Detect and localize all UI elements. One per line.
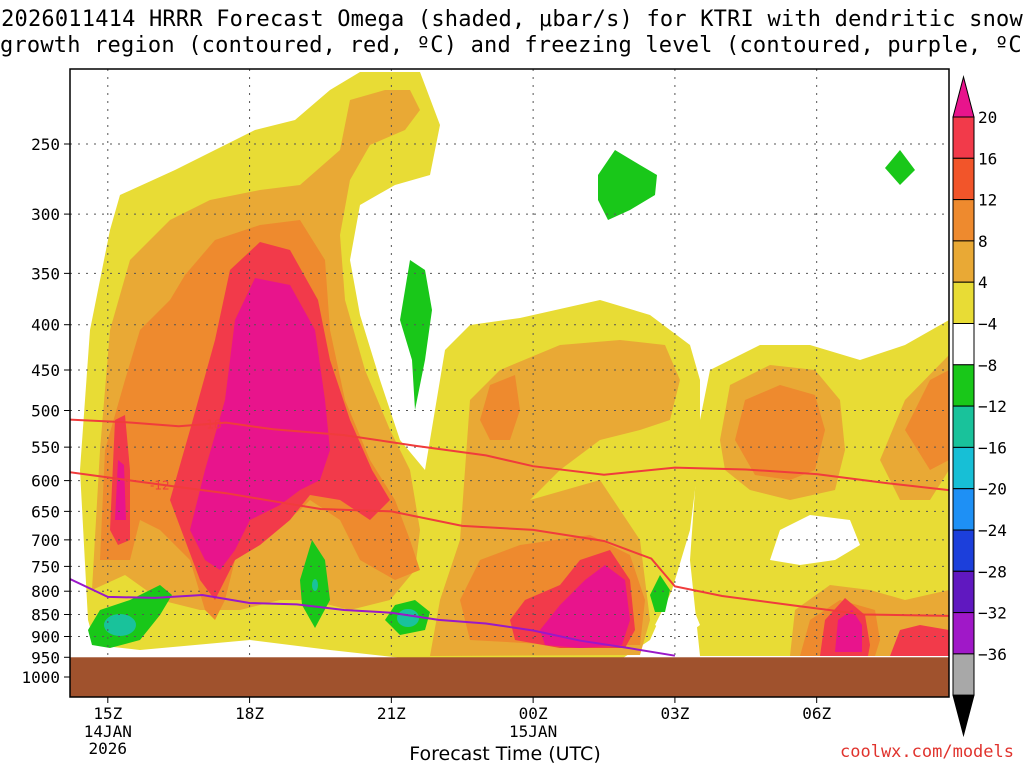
colorbar-label: −32 — [978, 604, 1007, 623]
colorbar-segment — [952, 488, 975, 531]
colorbar-bottom-arrow — [952, 694, 975, 738]
y-tick-label: 650 — [31, 502, 60, 521]
colorbar-segment — [952, 653, 975, 696]
isotherm-label: -12 — [150, 478, 170, 492]
colorbar-segment — [952, 240, 975, 283]
omega-shading — [80, 72, 949, 660]
ground-below-surface — [70, 657, 949, 697]
omega-region-orange-east — [735, 370, 949, 656]
omega-region-magenta-center — [540, 565, 630, 648]
colorbar-label: −28 — [978, 562, 1007, 581]
omega-region-teal-1 — [104, 614, 136, 636]
plot-frame — [69, 68, 950, 698]
credit-text: coolwx.com/models — [840, 742, 1014, 762]
x-tick-date-label: 15JAN — [509, 722, 557, 741]
y-axis: 250 300 350 400 450 500 550 600 650 700 750 800 850 9… — [21, 135, 70, 687]
x-tick-label: 03Z — [660, 704, 689, 723]
colorbar-segment — [952, 199, 975, 242]
chart-title-line-2: growth region (contoured, red, ºC) and f… — [0, 33, 1024, 58]
omega-region-green-1 — [400, 260, 432, 410]
y-tick-label: 600 — [31, 472, 60, 491]
colorbar-label: 4 — [978, 273, 988, 292]
colorbar-label: −4 — [978, 315, 997, 334]
y-tick-label: 550 — [31, 438, 60, 457]
colorbar-label: 8 — [978, 232, 988, 251]
omega-region-magenta-east — [835, 610, 862, 652]
freezing-level-line — [70, 578, 676, 657]
isotherm-line — [70, 418, 949, 492]
colorbar-segment — [952, 281, 975, 325]
y-tick-label: 1000 — [21, 668, 60, 687]
colorbar-label: −8 — [978, 356, 997, 375]
colorbar-segment — [952, 157, 975, 201]
y-tick-label: 900 — [31, 627, 60, 646]
colorbar-segment — [952, 116, 975, 159]
colorbar-segment — [952, 364, 975, 407]
omega-region-magenta-west — [115, 278, 330, 570]
omega-region-green-7 — [650, 575, 670, 612]
colorbar-label: −16 — [978, 438, 1007, 457]
x-tick-label: 18Z — [235, 704, 264, 723]
y-tick-label: 300 — [31, 205, 60, 224]
y-tick-label: 250 — [31, 135, 60, 154]
colorbar-top-arrow — [952, 75, 975, 118]
x-tick-label: 21Z — [377, 704, 406, 723]
y-tick-label: 400 — [31, 316, 60, 335]
isotherm-line — [70, 471, 949, 617]
omega-region-green-3 — [885, 150, 915, 185]
contour-lines: -18 -12 — [70, 418, 949, 657]
colorbar-segment — [952, 446, 975, 490]
x-tick-label: 00Z — [519, 704, 548, 723]
y-tick-label: 750 — [31, 557, 60, 576]
y-tick-label: 700 — [31, 531, 60, 550]
colorbar-label: −24 — [978, 521, 1007, 540]
colorbar-label: 12 — [978, 191, 997, 210]
omega-region-green-2 — [598, 150, 657, 220]
x-tick-date-label: 14JAN — [84, 722, 132, 741]
x-tick-year-label: 2026 — [89, 739, 128, 758]
y-tick-label: 950 — [31, 648, 60, 667]
colorbar-segment — [952, 612, 975, 655]
colorbar-label: −12 — [978, 397, 1007, 416]
y-tick-label: 500 — [31, 402, 60, 421]
omega-region-teal-3 — [312, 579, 318, 591]
x-axis-title: Forecast Time (UTC) — [409, 743, 601, 765]
chart-title-line-1: 2026011414 HRRR Forecast Omega (shaded, … — [1, 7, 1023, 32]
colorbar-label: 16 — [978, 149, 997, 168]
y-tick-label: 800 — [31, 582, 60, 601]
colorbar-segment — [952, 405, 975, 448]
y-tick-label: 350 — [31, 264, 60, 283]
colorbar-label: −36 — [978, 645, 1007, 664]
omega-region-teal-2 — [397, 609, 419, 627]
colorbar-label: −20 — [978, 480, 1007, 499]
y-tick-label: 450 — [31, 361, 60, 380]
colorbar-label: 20 — [978, 108, 997, 127]
colorbar-segment — [952, 529, 975, 572]
x-tick-label: 15Z — [93, 704, 122, 723]
colorbar-segment — [952, 570, 975, 614]
isotherm-label: -18 — [202, 418, 222, 432]
colorbar: 20 16 12 8 4 −4 −8 −12 −16 −20 −24 −28 −32 −36 — [952, 75, 1007, 738]
y-tick-label: 850 — [31, 606, 60, 625]
colorbar-segment — [952, 323, 975, 366]
x-tick-label: 06Z — [802, 704, 831, 723]
